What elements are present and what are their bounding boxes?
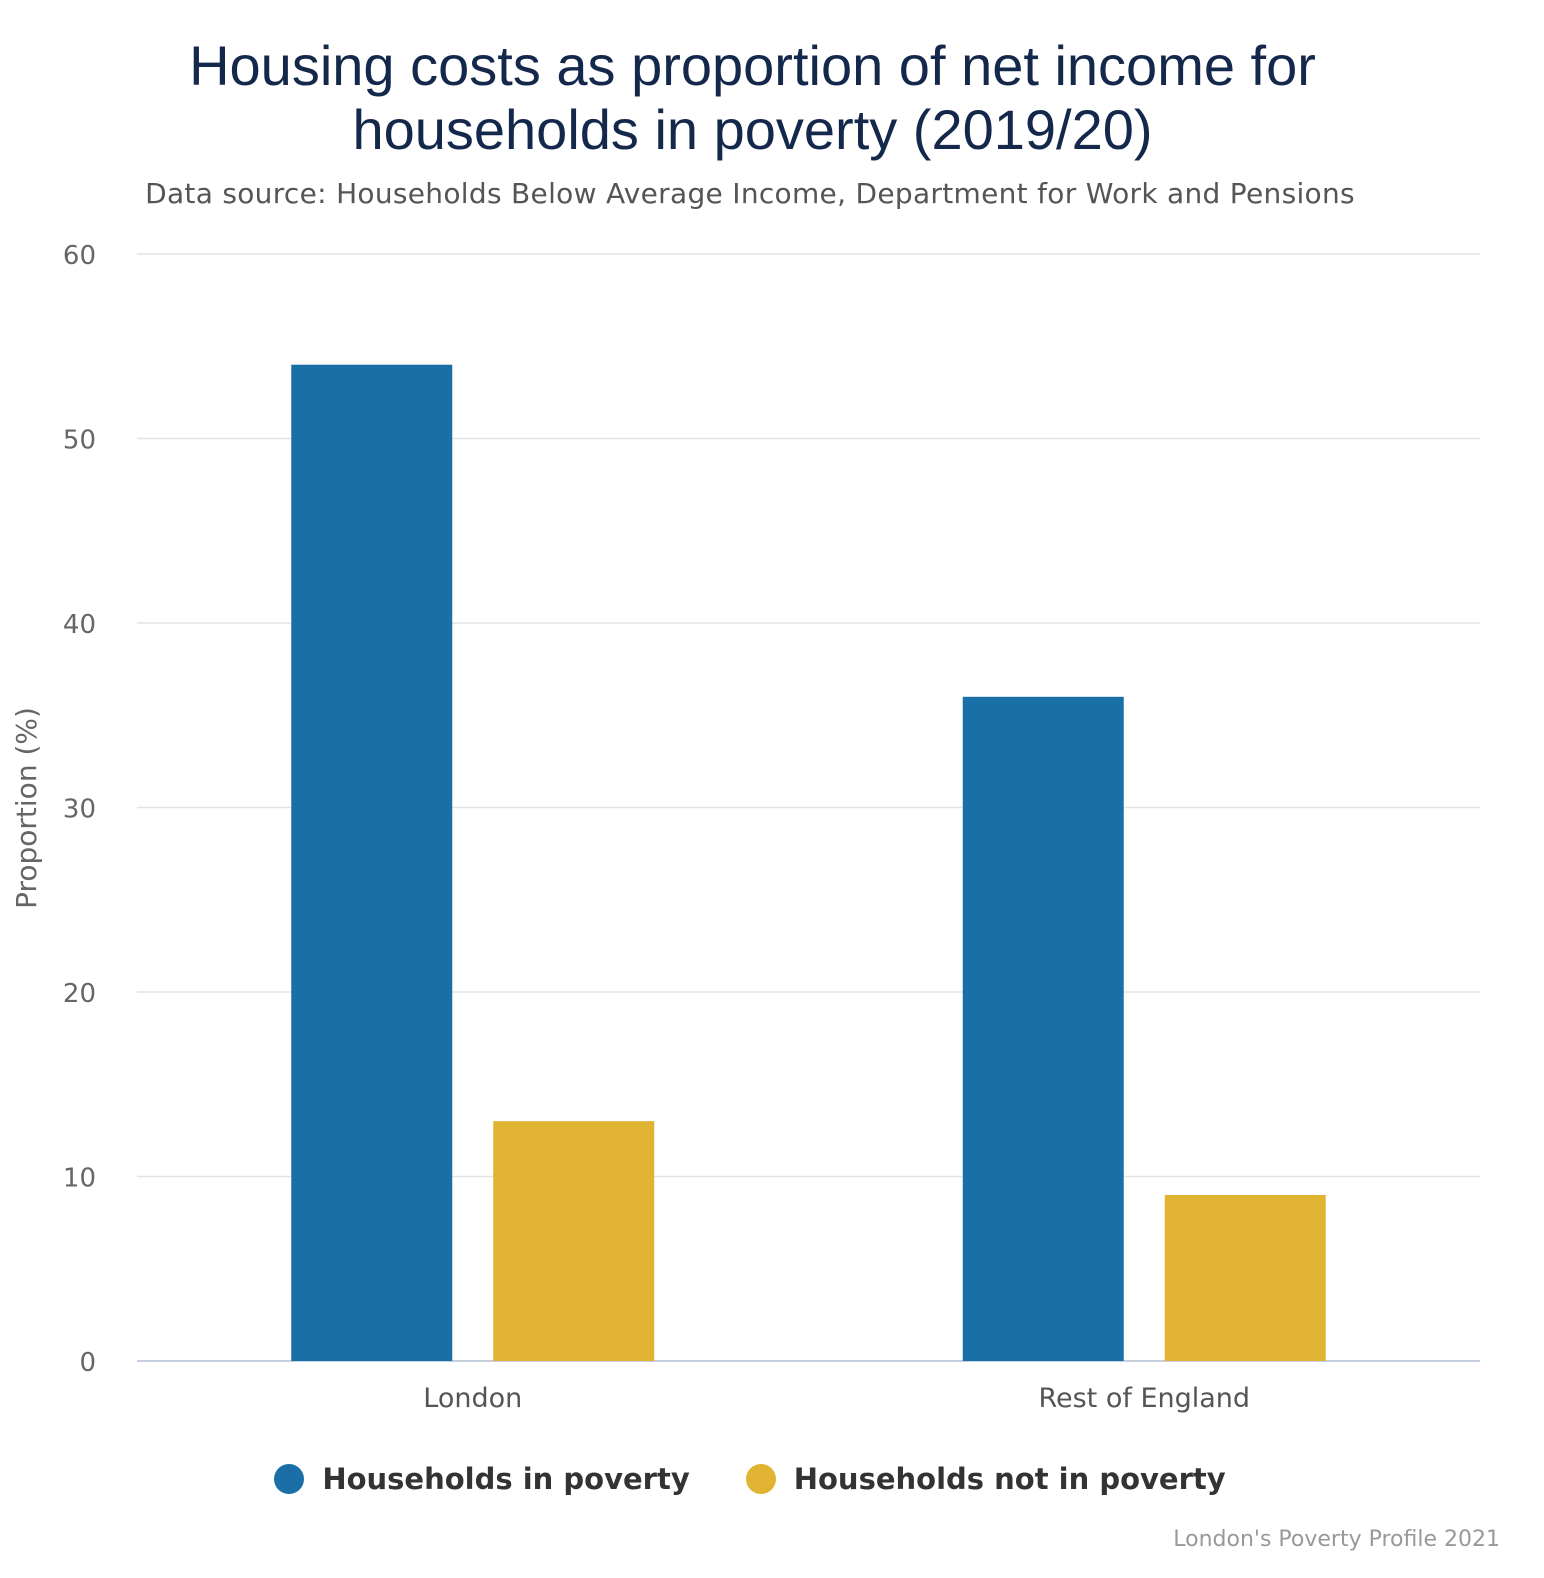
y-tick-label: 60	[63, 241, 96, 271]
legend-item[interactable]: Households in poverty	[274, 1462, 690, 1496]
y-axis-ticks: 0 10 20 30 40 50 60	[63, 241, 96, 1378]
y-tick-label: 30	[63, 795, 96, 825]
chart-subtitle: Data source: Households Below Average In…	[145, 177, 1355, 210]
x-tick-label: London	[423, 1383, 522, 1414]
x-axis-ticks: London Rest of England	[423, 1383, 1250, 1414]
y-axis-label: Proportion (%)	[10, 707, 43, 909]
legend-marker-icon	[745, 1464, 776, 1494]
legend-item[interactable]: Households not in poverty	[745, 1462, 1226, 1496]
y-tick-label: 0	[79, 1348, 96, 1378]
legend: Households in poverty Households not in p…	[0, 1462, 1500, 1496]
y-tick-label: 10	[63, 1164, 96, 1194]
legend-label: Households in poverty	[322, 1462, 690, 1496]
legend-marker-icon	[274, 1464, 305, 1494]
y-tick-label: 50	[63, 426, 96, 456]
bar-chart: 0 10 20 30 40 50 60 London Rest of England Prop…	[10, 241, 1480, 1414]
y-tick-label: 40	[63, 610, 96, 640]
bar-rest-of-england-series-1[interactable]	[1164, 1194, 1326, 1361]
y-tick-label: 20	[63, 979, 96, 1009]
credits: London's Poverty Profile 2021	[1173, 1527, 1500, 1552]
legend-label: Households not in poverty	[793, 1462, 1226, 1496]
bar-london-series-1[interactable]	[493, 1121, 655, 1361]
bar-london-series-0[interactable]	[291, 364, 453, 1361]
bar-rest-of-england-series-0[interactable]	[962, 696, 1124, 1361]
bars	[291, 364, 1326, 1361]
x-tick-label: Rest of England	[1038, 1383, 1250, 1414]
chart-title: Housing costs as proportion of net incom…	[189, 34, 1316, 161]
